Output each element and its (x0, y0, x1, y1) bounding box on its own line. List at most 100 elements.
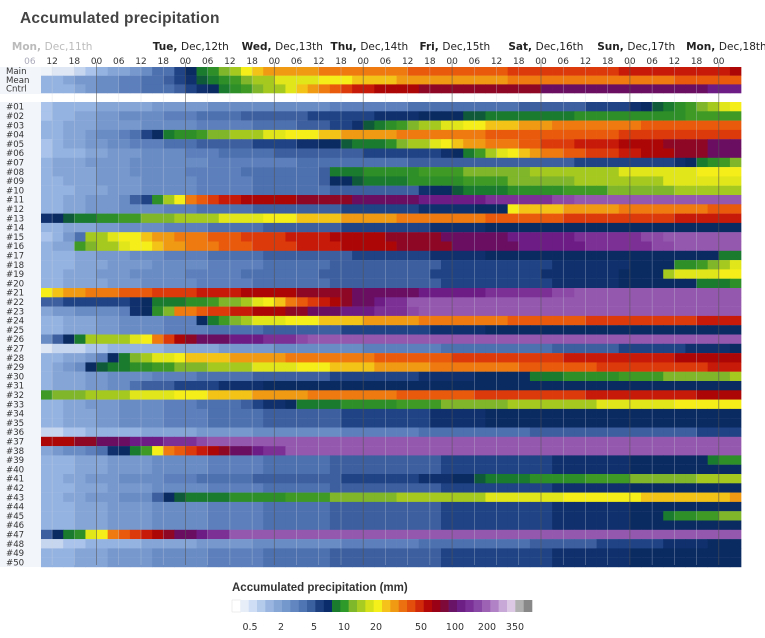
heatmap-cell (163, 381, 175, 391)
heatmap-cell (707, 548, 720, 558)
heatmap-cell (652, 325, 664, 335)
heatmap-cell (429, 362, 442, 372)
heatmap-cell (274, 446, 286, 456)
heatmap-cell (185, 167, 197, 177)
row-label: #02 (6, 112, 24, 122)
heatmap-cell (529, 390, 542, 400)
heatmap-cell (485, 343, 497, 354)
heatmap-cell (474, 408, 486, 419)
heatmap-cell (74, 408, 86, 419)
heatmap-cell (274, 213, 286, 224)
heatmap-cell (718, 315, 731, 326)
heatmap-cell (518, 306, 531, 317)
heatmap-cell (341, 381, 353, 391)
hour-tick-label: 12 (46, 57, 57, 67)
heatmap-cell (407, 557, 420, 568)
heatmap-cell (674, 148, 686, 158)
heatmap-cell (507, 436, 520, 447)
heatmap-cell (452, 84, 464, 94)
heatmap-cell (441, 102, 453, 112)
heatmap-cell (141, 474, 153, 484)
heatmap-cell (285, 111, 297, 121)
heatmap-cell (685, 129, 697, 140)
heatmap-cell (207, 399, 220, 410)
heatmap-cell (274, 306, 286, 317)
heatmap-cell (52, 176, 64, 186)
heatmap-cell (529, 120, 542, 131)
heatmap-cell (663, 353, 675, 363)
heatmap-cell (263, 501, 275, 512)
heatmap-cell (552, 102, 564, 112)
heatmap-cell (452, 148, 464, 158)
heatmap-cell (463, 464, 475, 475)
heatmap-cell (641, 288, 653, 298)
heatmap-cell (641, 250, 653, 261)
heatmap-cell (385, 241, 397, 251)
heatmap-cell (185, 278, 197, 289)
legend-swatch (407, 600, 416, 612)
heatmap-cell (252, 222, 264, 233)
heatmap-cell (585, 436, 597, 447)
heatmap-cell (696, 520, 709, 530)
heatmap-cell (263, 474, 275, 484)
heatmap-cell (529, 436, 542, 447)
heatmap-cell (707, 111, 720, 121)
heatmap-cell (574, 418, 586, 428)
heatmap-cell (585, 260, 597, 270)
heatmap-cell (507, 67, 520, 76)
heatmap-cell (696, 427, 709, 437)
heatmap-cell (196, 501, 209, 512)
heatmap-cell (285, 84, 297, 94)
heatmap-cell (41, 464, 53, 475)
heatmap-cell (241, 418, 253, 428)
heatmap-cell (163, 325, 175, 335)
heatmap-cell (607, 129, 620, 140)
heatmap-cell (674, 492, 686, 503)
heatmap-cell (496, 139, 509, 149)
heatmap-cell (152, 222, 164, 233)
heatmap-cell (396, 492, 409, 503)
heatmap-cell (463, 399, 475, 410)
heatmap-cell (696, 343, 709, 354)
heatmap-cell (507, 232, 520, 242)
heatmap-cell (552, 232, 564, 242)
heatmap-cell (696, 557, 709, 568)
heatmap-cell (163, 334, 175, 344)
heatmap-cell (274, 111, 286, 121)
heatmap-cell (429, 176, 442, 186)
heatmap-cell (663, 250, 675, 261)
heatmap-cell (441, 297, 453, 307)
heatmap-cell (696, 195, 709, 205)
heatmap-cell (496, 111, 509, 121)
heatmap-cell (552, 381, 564, 391)
heatmap-cell (641, 157, 653, 168)
heatmap-cell (96, 213, 109, 224)
heatmap-cell (718, 371, 731, 382)
heatmap-cell (663, 195, 675, 205)
hour-tick-label: 06 (291, 57, 303, 67)
heatmap-cell (563, 390, 575, 400)
heatmap-cell (729, 148, 742, 158)
heatmap-cell (707, 213, 720, 224)
heatmap-cell (618, 241, 631, 251)
heatmap-cell (407, 204, 420, 214)
heatmap-cell (241, 343, 253, 354)
heatmap-cell (518, 67, 531, 76)
heatmap-cell (296, 167, 309, 177)
heatmap-cell (374, 436, 386, 447)
heatmap-cell (74, 185, 86, 196)
heatmap-cell (407, 120, 420, 131)
heatmap-cell (585, 362, 597, 372)
heatmap-cell (318, 120, 331, 131)
heatmap-cell (152, 213, 164, 224)
heatmap-cell (141, 343, 153, 354)
heatmap-cell (252, 102, 264, 112)
heatmap-cell (718, 520, 731, 530)
heatmap-cell (629, 483, 642, 493)
heatmap-cell (52, 529, 64, 540)
heatmap-cell (585, 501, 597, 512)
heatmap-cell (463, 167, 475, 177)
heatmap-cell (696, 315, 709, 326)
heatmap-cell (552, 250, 564, 261)
heatmap-cell (618, 129, 631, 140)
